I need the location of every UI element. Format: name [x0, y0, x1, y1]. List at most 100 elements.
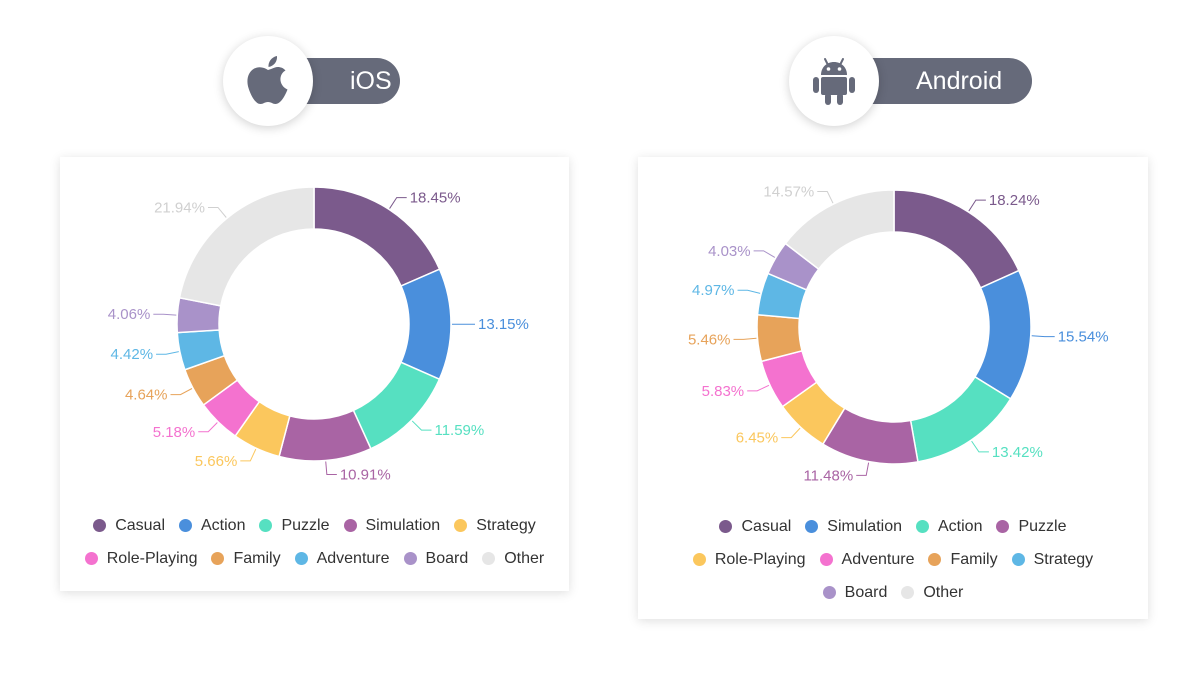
android-leader-simulation: [1031, 335, 1055, 338]
ios-legend-item-simulation[interactable]: Simulation: [343, 516, 441, 535]
android-leader-casual: [968, 199, 986, 212]
android-legend-swatch-board: [822, 586, 836, 599]
android-data-label-role-playing: 6.45%: [736, 430, 779, 447]
ios-legend-item-board[interactable]: Board: [403, 550, 468, 568]
android-leader-other: [817, 191, 834, 204]
android-leader-strategy: [737, 289, 761, 294]
android-legend-item-puzzle[interactable]: Puzzle: [996, 517, 1067, 536]
ios-leader-role-playing: [198, 422, 218, 433]
android-legend-item-adventure[interactable]: Adventure: [819, 550, 915, 569]
ios-legend-item-other[interactable]: Other: [482, 550, 544, 568]
android-legend-label-adventure: Adventure: [841, 550, 915, 568]
ios-legend-item-casual[interactable]: Casual: [93, 517, 165, 535]
ios-legend-swatch-puzzle: [259, 519, 273, 532]
ios-legend-swatch-board: [403, 552, 417, 565]
android-legend-item-role-playing[interactable]: Role-Playing: [692, 550, 806, 569]
android-data-label-strategy: 4.97%: [692, 282, 735, 299]
android-legend-row: Board Other: [638, 581, 1148, 604]
android-legend-swatch-action: [916, 520, 929, 533]
ios-legend-item-adventure[interactable]: Adventure: [294, 550, 390, 568]
android-legend-item-family[interactable]: Family: [928, 550, 998, 569]
ios-data-label-other: 21.94%: [154, 199, 205, 216]
android-legend-item-board[interactable]: Board: [822, 583, 888, 602]
android-legend-row: Casual Simulation Action Puzzle: [638, 515, 1148, 538]
ios-leader-strategy: [240, 448, 257, 462]
android-legend-label-other: Other: [923, 583, 964, 601]
android-legend-label-puzzle: Puzzle: [1018, 517, 1067, 535]
ios-data-label-role-playing: 5.18%: [153, 424, 196, 441]
ios-data-label-adventure: 4.42%: [111, 346, 154, 363]
android-badge: Android: [789, 36, 1039, 126]
ios-legend-item-family[interactable]: Family: [211, 549, 281, 568]
ios-legend-label-casual: Casual: [115, 516, 165, 534]
ios-legend-swatch-family: [211, 552, 225, 565]
android-legend-label-action: Action: [938, 517, 983, 535]
android-legend-row: Role-Playing Adventure Family Strategy: [638, 548, 1148, 571]
ios-legend-swatch-other: [482, 552, 496, 565]
ios-legend-item-role-playing[interactable]: Role-Playing: [84, 549, 198, 568]
ios-data-label-family: 4.64%: [125, 387, 168, 404]
android-legend-item-other[interactable]: Other: [901, 584, 963, 602]
ios-legend-item-action[interactable]: Action: [179, 517, 245, 535]
android-data-label-adventure: 5.83%: [702, 383, 745, 400]
android-data-label-casual: 18.24%: [989, 192, 1040, 209]
ios-leader-casual: [389, 197, 407, 209]
android-leader-role-playing: [781, 427, 801, 439]
android-legend-label-strategy: Strategy: [1033, 550, 1094, 568]
android-donut-chart: 18.24% 15.54% 13.42% 11.48% 6.45% 5.83% 5.46% 4…: [688, 184, 1109, 485]
ios-legend-label-strategy: Strategy: [476, 516, 536, 534]
android-data-label-family: 5.46%: [688, 331, 731, 348]
ios-legend-label-puzzle: Puzzle: [281, 516, 330, 534]
ios-legend-swatch-adventure: [294, 552, 308, 565]
android-legend-label-role-playing: Role-Playing: [714, 550, 806, 568]
ios-legend-swatch-action: [179, 519, 192, 532]
ios-leader-family: [170, 388, 193, 396]
android-legend-label-board: Board: [844, 583, 888, 601]
android-leader-board: [753, 250, 776, 258]
ios-legend-swatch-role-playing: [84, 552, 98, 565]
ios-legend-label-simulation: Simulation: [365, 516, 441, 534]
ios-legend-label-other: Other: [504, 549, 545, 567]
android-legend-item-simulation[interactable]: Simulation: [805, 518, 902, 536]
android-legend-swatch-puzzle: [996, 520, 1010, 533]
ios-legend-label-family: Family: [233, 549, 281, 567]
ios-slice-simulation: [278, 409, 372, 462]
ios-data-label-casual: 18.45%: [410, 190, 461, 207]
android-legend-item-action[interactable]: Action: [916, 518, 982, 536]
ios-legend-label-action: Action: [201, 516, 246, 534]
android-legend-swatch-adventure: [819, 553, 833, 566]
ios-legend-swatch-strategy: [454, 519, 468, 532]
android-label: Android: [916, 66, 1003, 95]
android-legend-label-family: Family: [950, 550, 998, 568]
android-icon: [789, 36, 879, 126]
ios-badge: iOS: [223, 36, 403, 126]
android-legend-swatch-casual: [719, 520, 733, 533]
ios-legend-swatch-simulation: [343, 519, 357, 532]
android-data-label-puzzle: 11.48%: [803, 467, 853, 484]
ios-leader-simulation: [325, 461, 337, 475]
android-data-label-other: 14.57%: [763, 184, 814, 201]
android-data-label-simulation: 15.54%: [1058, 329, 1109, 346]
ios-data-label-board: 4.06%: [108, 306, 151, 323]
android-legend-swatch-strategy: [1011, 553, 1025, 566]
android-legend-item-casual[interactable]: Casual: [719, 518, 791, 536]
android-data-label-action: 13.42%: [992, 444, 1043, 461]
android-legend-swatch-role-playing: [692, 553, 706, 566]
android-chart-card: 18.24% 15.54% 13.42% 11.48% 6.45% 5.83% 5.46% 4…: [638, 157, 1148, 619]
ios-legend-item-strategy[interactable]: Strategy: [454, 517, 536, 535]
android-legend-label-simulation: Simulation: [827, 517, 902, 535]
android-data-label-board: 4.03%: [708, 243, 751, 260]
android-slice-other: [784, 189, 895, 271]
android-legend-swatch-family: [928, 553, 942, 566]
ios-legend-label-role-playing: Role-Playing: [106, 549, 198, 567]
ios-data-label-puzzle: 11.59%: [434, 422, 484, 439]
android-slice-simulation: [973, 269, 1032, 400]
android-legend-swatch-other: [901, 586, 915, 599]
ios-donut-chart: 18.45% 13.15% 11.59% 10.91% 5.66% 5.18% 4.64% 4…: [108, 186, 529, 483]
ios-legend-item-puzzle[interactable]: Puzzle: [259, 516, 330, 535]
android-legend-item-strategy[interactable]: Strategy: [1011, 550, 1094, 569]
android-legend-label-casual: Casual: [741, 517, 792, 535]
apple-icon: [223, 36, 313, 126]
ios-legend-row: Casual Action Puzzle Simulation Strategy: [60, 514, 569, 537]
ios-legend-swatch-casual: [93, 519, 107, 532]
